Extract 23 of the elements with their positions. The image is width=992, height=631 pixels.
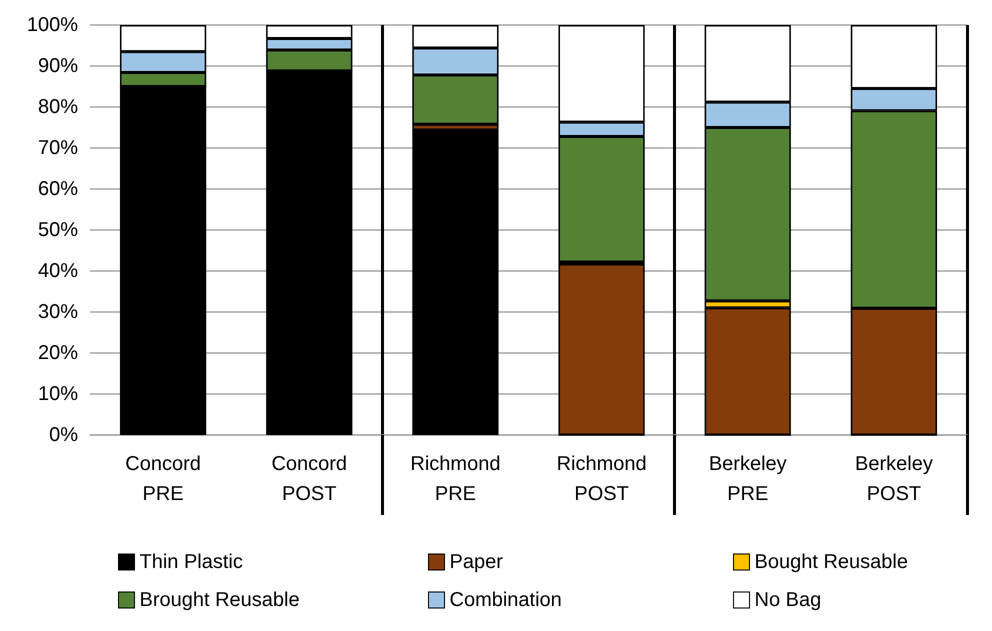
x-tick-label: Concord PRE [125, 453, 201, 505]
y-tick-label: 10% [38, 383, 78, 405]
y-tick-label: 0% [49, 424, 78, 446]
x-tick-label: Berkeley PRE [708, 453, 787, 505]
y-tick-label: 100% [26, 14, 78, 36]
legend-label: Bought Reusable [754, 551, 908, 573]
y-tick-label: 40% [38, 260, 78, 282]
legend-label: Paper [450, 551, 504, 573]
y-tick-label: 60% [38, 178, 78, 200]
legend-label: Brought Reusable [140, 589, 300, 611]
y-tick-label: 50% [38, 219, 78, 241]
y-tick-label: 80% [38, 96, 78, 118]
x-tick-label: Richmond POST [556, 453, 647, 505]
legend-label: Thin Plastic [140, 551, 243, 573]
y-tick-label: 30% [38, 301, 78, 323]
legend-label: Combination [450, 589, 562, 611]
y-tick-label: 20% [38, 342, 78, 364]
y-tick-label: 70% [38, 137, 78, 159]
x-tick-label: Richmond PRE [410, 453, 500, 505]
y-tick-label: 90% [38, 55, 78, 77]
legend-label: No Bag [754, 589, 822, 611]
x-tick-label: Concord POST [271, 453, 348, 505]
x-tick-label: Berkeley POST [855, 453, 933, 505]
